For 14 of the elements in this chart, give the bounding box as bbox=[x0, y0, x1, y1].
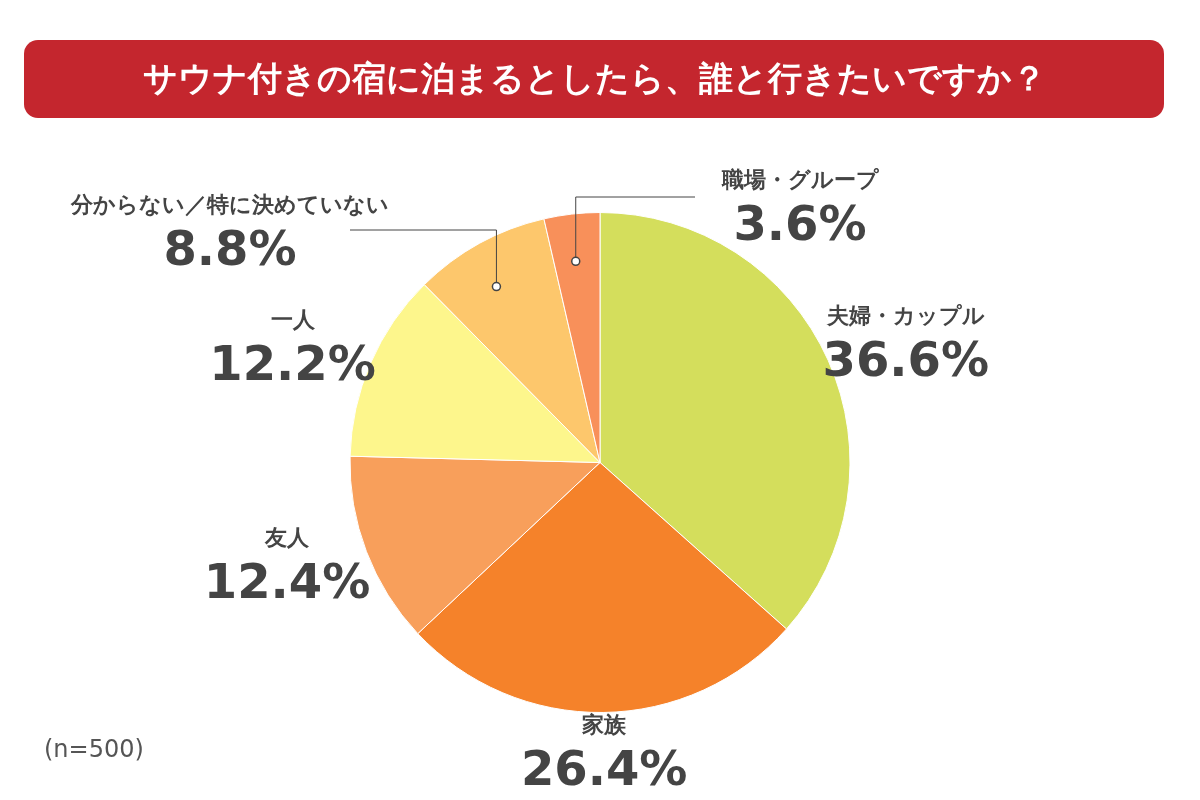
data-label: 26.4% bbox=[520, 739, 688, 796]
chart-title: サウナ付きの宿に泊まるとしたら、誰と行きたいですか？ bbox=[24, 40, 1164, 118]
slice-label: 友人 bbox=[264, 525, 310, 551]
data-label: 12.4% bbox=[203, 553, 371, 610]
slice-label: 分からない／特に決めていない bbox=[70, 192, 389, 217]
slice-label: 一人 bbox=[270, 306, 316, 332]
text: (n=500) bbox=[44, 735, 144, 763]
slice-label: 職場・グループ bbox=[720, 167, 879, 192]
data-label: 8.8% bbox=[163, 220, 297, 276]
slice-label: 家族 bbox=[581, 711, 628, 737]
slice-label: 夫婦・カップル bbox=[825, 303, 985, 329]
data-label: 36.6% bbox=[822, 331, 990, 388]
data-label: 3.6% bbox=[733, 195, 867, 251]
data-label: 12.2% bbox=[209, 334, 376, 391]
